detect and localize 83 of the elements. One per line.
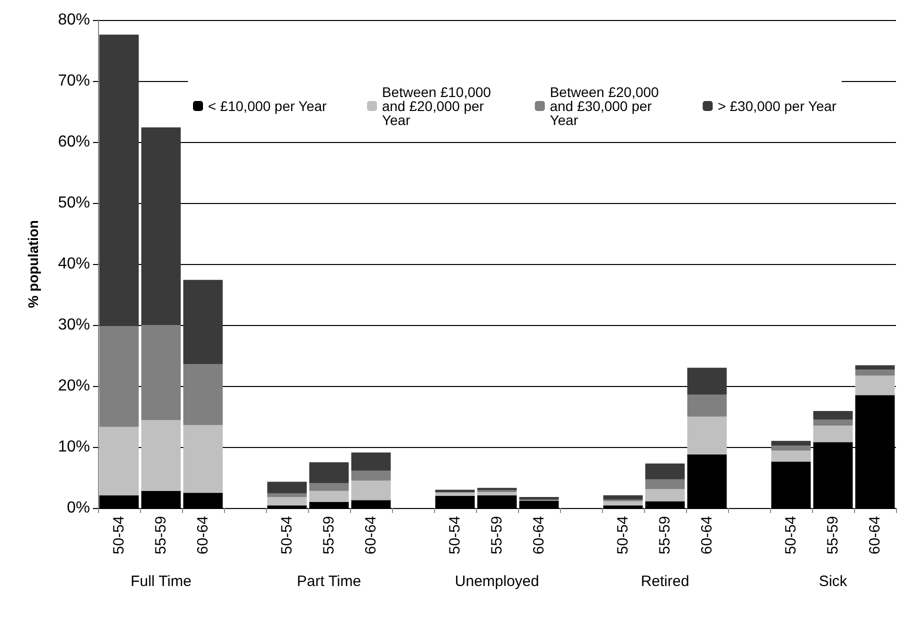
bar <box>771 450 811 462</box>
bar <box>351 470 391 481</box>
bar <box>435 496 475 508</box>
x-tick-label: 55-59 <box>320 516 338 554</box>
text: Full Time <box>130 573 192 590</box>
bar <box>183 280 223 364</box>
bar <box>477 492 517 496</box>
text: Retired <box>640 573 690 590</box>
legend-label: Between £20,000 and £30,000 per Year <box>550 84 663 128</box>
legend-label: < £10,000 per Year <box>208 98 328 114</box>
y-tick-label: 0% <box>66 500 90 516</box>
bar <box>477 495 517 508</box>
bar <box>99 495 139 508</box>
bar <box>267 497 307 506</box>
bar <box>309 462 349 483</box>
bar <box>771 462 811 508</box>
x-tick-label: 60-64 <box>866 516 884 554</box>
bar <box>645 501 685 508</box>
y-tick-label: 30% <box>58 316 90 334</box>
bar <box>351 500 391 508</box>
bar <box>645 463 685 480</box>
bar <box>645 489 685 502</box>
y-axis-title: % population <box>25 220 41 308</box>
x-tick-label: 55-59 <box>824 516 842 554</box>
bar <box>435 492 475 496</box>
x-tick-label: 50-54 <box>278 516 296 554</box>
bar <box>771 446 811 451</box>
bar <box>141 127 181 325</box>
bar <box>183 364 223 426</box>
x-tick-label: 60-64 <box>194 516 212 554</box>
bar <box>771 440 811 446</box>
y-tick-label: 70% <box>58 72 90 90</box>
bar <box>141 325 181 420</box>
bar <box>351 480 391 500</box>
bar <box>99 34 139 326</box>
x-tick-label: 50-54 <box>446 516 464 554</box>
y-tick-label: 10% <box>58 438 90 456</box>
y-tick-label: 20% <box>58 378 90 394</box>
bar <box>435 490 475 492</box>
y-tick-label: 50% <box>58 194 90 212</box>
x-tick-label: 50-54 <box>110 516 128 554</box>
text: Unemployed <box>454 573 540 590</box>
x-tick-label: 55-59 <box>152 516 170 554</box>
x-tick-label: 55-59 <box>656 516 674 554</box>
bar <box>141 490 181 508</box>
bar <box>309 502 349 508</box>
bar <box>477 488 517 490</box>
bar <box>687 416 727 454</box>
bar <box>309 482 349 491</box>
bar <box>687 454 727 508</box>
x-tick-label: 50-54 <box>614 516 632 554</box>
bar <box>813 420 853 426</box>
bar <box>267 482 307 494</box>
y-tick-label: 80% <box>58 12 90 28</box>
x-tick-label: 60-64 <box>698 516 716 554</box>
bar <box>855 370 895 376</box>
legend-label: Between £10,000 and £20,000 per Year <box>382 84 495 128</box>
bar <box>519 500 559 508</box>
bar <box>351 452 391 471</box>
bar <box>687 368 727 395</box>
bar <box>603 501 643 506</box>
bar <box>99 426 139 496</box>
bar <box>813 411 853 420</box>
legend-label: > £30,000 per Year <box>718 98 837 114</box>
x-tick-label: 60-64 <box>362 516 380 554</box>
text: Sick <box>818 573 848 590</box>
x-tick-label: 50-54 <box>782 516 800 554</box>
bar <box>183 492 223 508</box>
x-tick-label: 55-59 <box>488 516 506 554</box>
bar <box>141 420 181 491</box>
bar <box>855 365 895 370</box>
y-tick-label: 40% <box>58 256 90 272</box>
bar <box>855 376 895 396</box>
bar <box>267 493 307 498</box>
y-tick-label: 60% <box>58 134 90 150</box>
bar <box>183 425 223 493</box>
text: Part Time <box>296 573 362 590</box>
x-tick-label: 60-64 <box>530 516 548 554</box>
bar <box>813 426 853 442</box>
bar <box>603 495 643 500</box>
bar <box>645 479 685 490</box>
bar <box>687 394 727 416</box>
bar <box>309 490 349 502</box>
